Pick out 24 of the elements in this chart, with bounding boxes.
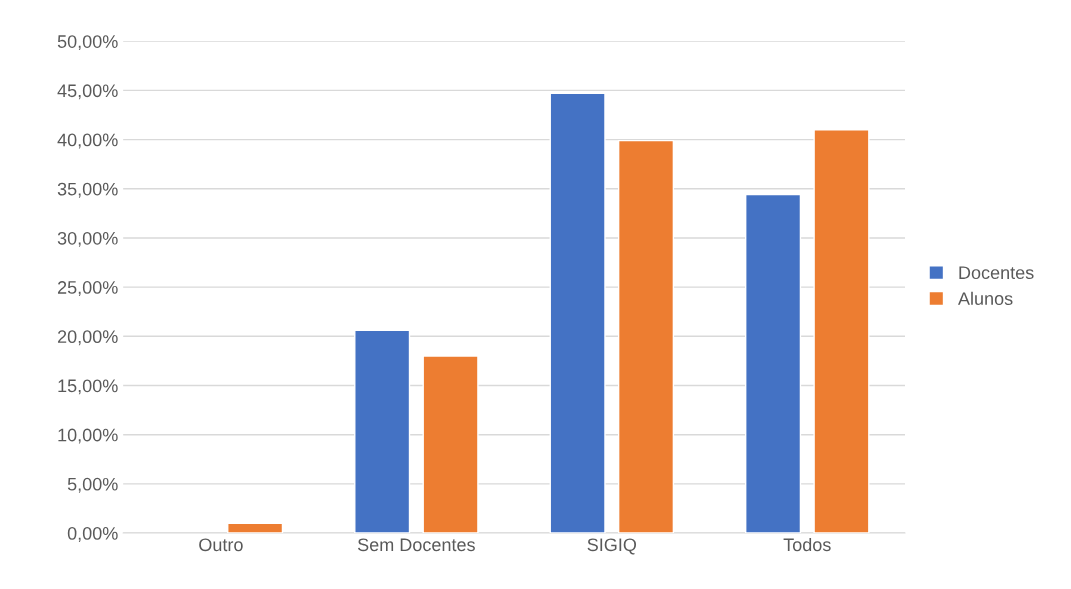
legend-label: Docentes bbox=[959, 266, 1034, 280]
y-tick-label: 15,00% bbox=[58, 379, 118, 395]
bar bbox=[813, 129, 870, 534]
y-tick-label: 50,00% bbox=[57, 35, 118, 51]
bar bbox=[422, 355, 479, 534]
bar bbox=[354, 329, 411, 534]
bar bbox=[617, 139, 675, 534]
legend-label: Alunos bbox=[957, 291, 1013, 306]
y-tick-label: 25,00% bbox=[57, 281, 118, 296]
x-tick-label: SIGIQ bbox=[587, 538, 637, 555]
y-tick-label: 30,00% bbox=[57, 231, 118, 247]
y-tick-label: 5,00% bbox=[67, 477, 118, 493]
y-tick-label: 45,00% bbox=[57, 84, 118, 100]
y-tick-label: 40,00% bbox=[57, 133, 118, 149]
bar bbox=[549, 92, 606, 534]
bar bbox=[227, 522, 284, 534]
bar bbox=[745, 193, 802, 534]
x-tick-label: Outro bbox=[199, 538, 243, 552]
y-tick-label: 0,00% bbox=[67, 526, 118, 542]
x-tick-label: Sem Docentes bbox=[357, 538, 475, 552]
y-tick-label: 10,00% bbox=[58, 428, 118, 444]
x-tick-label: Todos bbox=[783, 537, 831, 552]
y-tick-label: 20,00% bbox=[57, 330, 118, 346]
y-tick-label: 35,00% bbox=[57, 182, 118, 198]
